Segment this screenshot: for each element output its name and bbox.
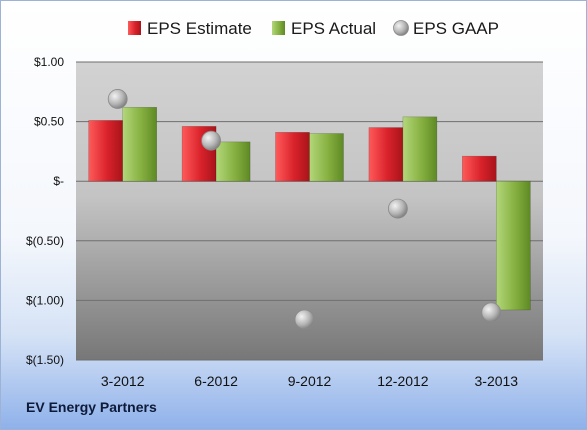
y-tick-label: $(1.00) xyxy=(26,293,64,307)
actual-bar xyxy=(402,116,438,182)
estimate-bar xyxy=(461,155,497,182)
legend: EPS Estimate EPS Actual EPS GAAP xyxy=(128,19,499,38)
estimate-bar xyxy=(275,132,310,182)
y-axis: $1.00 $0.50 $- $(0.50) $(1.00) $(1.50) xyxy=(26,55,64,367)
x-tick-label: 6-2012 xyxy=(194,373,238,389)
actual-bar xyxy=(215,141,251,182)
bars xyxy=(88,106,531,311)
gaap-points xyxy=(107,89,502,330)
actual-bar xyxy=(495,180,531,311)
legend-estimate-swatch xyxy=(128,21,141,35)
y-tick-label: $(1.50) xyxy=(26,353,64,367)
gaap-point xyxy=(387,198,408,219)
legend-label: EPS Estimate xyxy=(147,19,252,38)
gaap-point xyxy=(481,302,502,323)
legend-gaap-swatch xyxy=(393,20,409,36)
x-tick-label: 9-2012 xyxy=(288,373,332,389)
actual-bar xyxy=(122,106,157,182)
gaap-point xyxy=(107,89,128,109)
x-tick-label: 3-2013 xyxy=(475,373,519,389)
legend-label: EPS Actual xyxy=(291,19,376,38)
legend-actual-swatch xyxy=(272,21,285,35)
gaap-point xyxy=(201,130,222,151)
company-name: EV Energy Partners xyxy=(26,399,157,415)
y-tick-label: $0.50 xyxy=(34,115,64,129)
gaap-point xyxy=(294,309,315,330)
actual-bar xyxy=(309,133,344,182)
estimate-bar xyxy=(368,127,404,182)
y-tick-label: $1.00 xyxy=(34,55,64,69)
y-tick-label: $(0.50) xyxy=(26,234,64,248)
x-tick-label: 12-2012 xyxy=(377,373,429,389)
y-tick-label: $- xyxy=(53,174,64,188)
estimate-bar xyxy=(88,120,123,182)
x-axis: 3-2012 6-2012 9-2012 12-2012 3-2013 xyxy=(101,373,518,389)
legend-label: EPS GAAP xyxy=(413,19,499,38)
x-tick-label: 3-2012 xyxy=(101,373,145,389)
